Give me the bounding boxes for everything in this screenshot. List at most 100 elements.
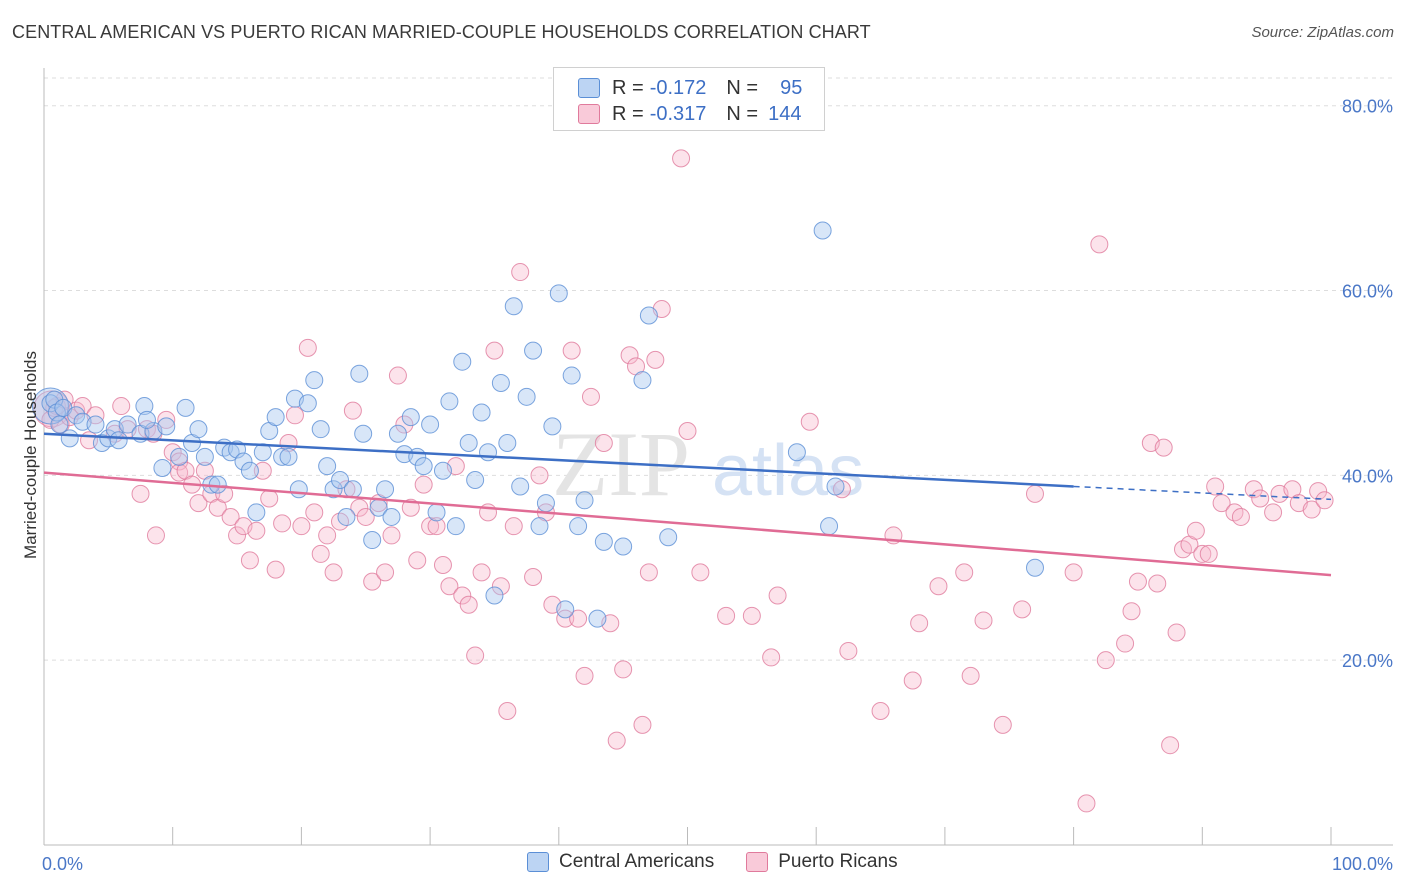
puerto-rican-point-129 <box>1193 544 1212 563</box>
series-legend: Central Americans Puerto Ricans <box>527 851 930 873</box>
central-american-point-85 <box>639 306 658 325</box>
y-axis-label: Married-couple Households <box>21 351 40 559</box>
central-american-point-73 <box>530 517 549 536</box>
central-american-point-90 <box>826 477 845 496</box>
central-american-point-22 <box>195 447 214 466</box>
central-american-point-74 <box>536 494 555 513</box>
puerto-rican-point-100 <box>800 412 819 431</box>
puerto-rican-point-27 <box>215 484 234 503</box>
central-american-point-69 <box>504 297 523 316</box>
puerto-rican-point-44 <box>324 563 343 582</box>
central-american-point-8 <box>86 415 105 434</box>
puerto-rican-point-143 <box>1199 544 1218 563</box>
x-tick-label-min: 0.0% <box>42 854 83 874</box>
central-american-point-40 <box>318 457 337 476</box>
x-tick-labels: 0.0% 100.0% <box>42 854 1393 874</box>
puerto-rican-point-142 <box>1315 491 1334 510</box>
legend-r-value-blue: -0.172 <box>649 76 707 99</box>
central-american-point-77 <box>556 600 575 619</box>
central-american-point-86 <box>659 528 678 547</box>
legend-r-label: R = <box>612 102 644 125</box>
legend-swatch-blue <box>527 852 549 872</box>
legend-swatch-blue <box>578 78 600 98</box>
central-american-point-19 <box>176 398 195 417</box>
central-american-point-41 <box>324 480 343 499</box>
puerto-rican-point-75 <box>530 466 549 485</box>
central-american-point-60 <box>446 517 465 536</box>
central-american-point-38 <box>305 371 324 390</box>
puerto-rican-point-71 <box>498 702 517 721</box>
legend-item-puerto-ricans[interactable]: Puerto Ricans <box>746 851 898 873</box>
puerto-rican-point-93 <box>672 149 691 168</box>
puerto-rican-point-56 <box>401 498 420 517</box>
y-tick-label-80: 80.0% <box>1342 97 1393 117</box>
central-american-point-94 <box>208 475 227 494</box>
puerto-rican-point-86 <box>614 660 633 679</box>
source-label: Source: ZipAtlas.com <box>1251 24 1394 41</box>
central-american-point-6 <box>67 406 86 425</box>
puerto-rican-point-133 <box>1231 507 1250 526</box>
puerto-rican-point-66 <box>466 646 485 665</box>
puerto-rican-point-17 <box>157 410 176 429</box>
central-american-point-58 <box>433 461 452 480</box>
puerto-rican-point-96 <box>717 606 736 625</box>
central-american-point-44 <box>343 480 362 499</box>
central-american-point-63 <box>466 470 485 489</box>
legend-row-central-americans: R = -0.172 N = 95 <box>578 75 802 101</box>
central-american-point-14 <box>135 397 154 416</box>
central-american-point-5 <box>60 429 79 448</box>
y-tick-label-60: 60.0% <box>1342 282 1393 302</box>
central-american-point-57 <box>427 503 446 522</box>
legend-swatch-pink <box>578 104 600 124</box>
puerto-rican-point-47 <box>343 401 362 420</box>
central-american-point-92 <box>109 431 128 450</box>
puerto-rican-point-74 <box>524 568 543 587</box>
puerto-rican-point-82 <box>581 387 600 406</box>
trendline-central-americans <box>43 432 1074 488</box>
puerto-rican-point-34 <box>260 489 279 508</box>
central-american-point-93 <box>137 410 156 429</box>
puerto-rican-point-61 <box>433 555 452 574</box>
central-american-point-75 <box>543 417 562 436</box>
central-american-point-16 <box>157 417 176 436</box>
puerto-rican-point-117 <box>1096 651 1115 670</box>
x-tick-label-max: 100.0% <box>1332 854 1393 874</box>
legend-r-label: R = <box>612 76 644 99</box>
puerto-rican-point-113 <box>1025 484 1044 503</box>
puerto-rican-point-120 <box>1128 572 1147 591</box>
puerto-rican-point-23 <box>189 494 208 513</box>
puerto-rican-point-97 <box>742 606 761 625</box>
puerto-rican-point-126 <box>1173 540 1192 559</box>
puerto-rican-point-36 <box>273 514 292 533</box>
central-american-point-49 <box>376 480 395 499</box>
puerto-rican-point-20 <box>170 463 189 482</box>
puerto-rican-point-111 <box>993 715 1012 734</box>
legend-item-central-americans[interactable]: Central Americans <box>527 851 714 873</box>
central-american-point-33 <box>273 447 292 466</box>
puerto-rican-point-107 <box>929 577 948 596</box>
puerto-rican-point-65 <box>459 595 478 614</box>
puerto-rican-point-62 <box>440 577 459 596</box>
central-american-point-64 <box>472 403 491 422</box>
puerto-rican-point-18 <box>163 443 182 462</box>
central-american-point-21 <box>189 420 208 439</box>
puerto-rican-point-140 <box>1302 500 1321 519</box>
central-american-point-66 <box>485 586 504 605</box>
puerto-rican-point-108 <box>955 563 974 582</box>
puerto-rican-point-99 <box>768 586 787 605</box>
central-american-point-89 <box>820 517 839 536</box>
central-american-point-81 <box>588 609 607 628</box>
central-american-point-3 <box>50 415 69 434</box>
central-american-point-78 <box>562 366 581 385</box>
y-tick-label-40: 40.0% <box>1342 466 1393 486</box>
puerto-rican-point-49 <box>356 507 375 526</box>
puerto-rican-point-67 <box>472 563 491 582</box>
puerto-rican-point-141 <box>1309 482 1328 501</box>
puerto-rican-point-89 <box>633 715 652 734</box>
puerto-rican-point-28 <box>221 507 240 526</box>
puerto-rican-point-112 <box>1013 600 1032 619</box>
puerto-rican-point-70 <box>491 577 510 596</box>
puerto-rican-point-29 <box>228 526 247 545</box>
central-american-point-42 <box>331 470 350 489</box>
